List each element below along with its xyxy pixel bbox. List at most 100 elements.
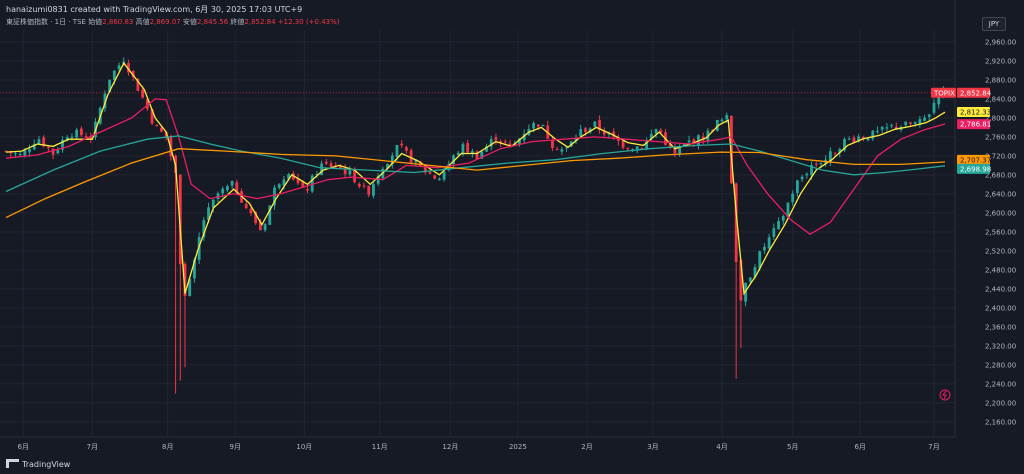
candle-body	[437, 178, 441, 181]
x-tick-label: 11月	[372, 443, 388, 451]
candle-body	[362, 185, 366, 187]
candle-body	[894, 126, 898, 129]
candle-body	[466, 143, 470, 153]
x-tick-label: 9月	[230, 443, 241, 451]
candle-body	[857, 136, 861, 142]
candle-body	[781, 216, 785, 221]
y-tick-label: 2,960.00	[985, 38, 1016, 46]
candle-body	[687, 140, 691, 143]
candle-body	[795, 180, 799, 193]
candle-body	[277, 184, 281, 188]
candle-body	[786, 202, 790, 217]
candle-body	[433, 175, 437, 179]
candle-body	[315, 173, 319, 175]
candle-body	[880, 126, 884, 130]
candle-body	[649, 134, 653, 139]
y-tick-label: 2,640.00	[985, 190, 1016, 198]
candle-body	[499, 141, 503, 143]
candle-body	[414, 159, 418, 163]
candle-body	[777, 221, 780, 230]
tradingview-footer: TradingView	[6, 459, 70, 469]
candle-body	[117, 65, 121, 70]
candle-body	[230, 181, 234, 186]
candle-body	[235, 182, 239, 193]
candle-body	[593, 121, 597, 127]
y-tick-label: 2,880.00	[985, 76, 1016, 84]
candle-body	[791, 193, 795, 203]
candle-body	[876, 131, 879, 133]
candle-body	[296, 178, 300, 184]
price-tag-value: 2,812.33	[960, 109, 991, 117]
candle-body	[244, 203, 248, 209]
candle-body	[103, 93, 107, 109]
candle-body	[753, 267, 757, 278]
open-value: 2,860.83	[102, 18, 134, 26]
candle-body	[188, 279, 192, 296]
candle-body	[32, 143, 36, 150]
candle-body	[178, 174, 182, 265]
y-tick-label: 2,200.00	[985, 399, 1016, 407]
candle-body	[739, 260, 743, 301]
candle-body	[659, 130, 663, 133]
candle-body	[131, 71, 135, 77]
candle-body	[18, 154, 22, 156]
candle-body	[84, 136, 88, 138]
x-tick-label: 8月	[162, 443, 173, 451]
y-tick-label: 2,920.00	[985, 57, 1016, 65]
candle-body	[339, 165, 342, 168]
candle-body	[927, 114, 931, 117]
candle-body	[494, 137, 498, 141]
candle-body	[913, 122, 917, 124]
candle-body	[800, 176, 804, 180]
candle-body	[207, 207, 210, 221]
y-tick-label: 2,600.00	[985, 209, 1016, 217]
candle-body	[28, 149, 31, 153]
moving-average-line	[5, 98, 946, 235]
candle-body	[635, 146, 639, 150]
candle-body	[551, 139, 554, 149]
candle-body	[866, 138, 870, 141]
price-tag	[957, 119, 990, 130]
candle-body	[226, 186, 229, 191]
candle-body	[720, 119, 724, 122]
candle-body	[193, 259, 196, 279]
brand-label: TradingView	[22, 460, 71, 469]
y-tick-label: 2,720.00	[985, 152, 1016, 160]
candle-body	[258, 221, 262, 231]
candle-body	[480, 151, 484, 159]
tradingview-logo-icon	[6, 459, 19, 468]
symbol-label[interactable]: 東証株価指数 · 1日 · TSE	[6, 18, 86, 26]
candle-body	[555, 148, 559, 150]
low-value: 2,845.56	[197, 18, 229, 26]
high-value: 2,869.07	[149, 18, 181, 26]
candle-body	[489, 139, 493, 147]
attribution-header: hanaizumi0831 created with TradingView.c…	[6, 5, 303, 14]
open-label: 始値	[88, 18, 103, 26]
price-tag-value: 2,786.81	[960, 121, 991, 129]
candle-body	[211, 199, 215, 208]
candle-body	[937, 95, 941, 105]
y-tick-label: 2,160.00	[985, 418, 1016, 426]
candle-body	[155, 125, 159, 127]
candle-body	[282, 179, 286, 186]
candle-body	[42, 137, 46, 147]
candle-body	[376, 176, 380, 184]
y-tick-label: 2,320.00	[985, 342, 1016, 350]
candle-body	[621, 140, 625, 148]
close-label: 終値	[230, 18, 245, 26]
price-tag	[957, 163, 990, 174]
candle-body	[46, 146, 50, 149]
candle-body	[145, 99, 149, 109]
candle-body	[565, 147, 568, 149]
candle-body	[353, 168, 356, 183]
candle-body	[56, 149, 60, 154]
y-tick-label: 2,520.00	[985, 247, 1016, 255]
candle-body	[508, 143, 512, 146]
candle-body	[923, 117, 926, 121]
x-tick-label: 2025	[509, 443, 527, 451]
candle-body	[221, 188, 225, 194]
candle-body	[70, 136, 74, 138]
currency-button[interactable]: JPY	[982, 17, 1006, 31]
candle-body	[400, 143, 404, 146]
